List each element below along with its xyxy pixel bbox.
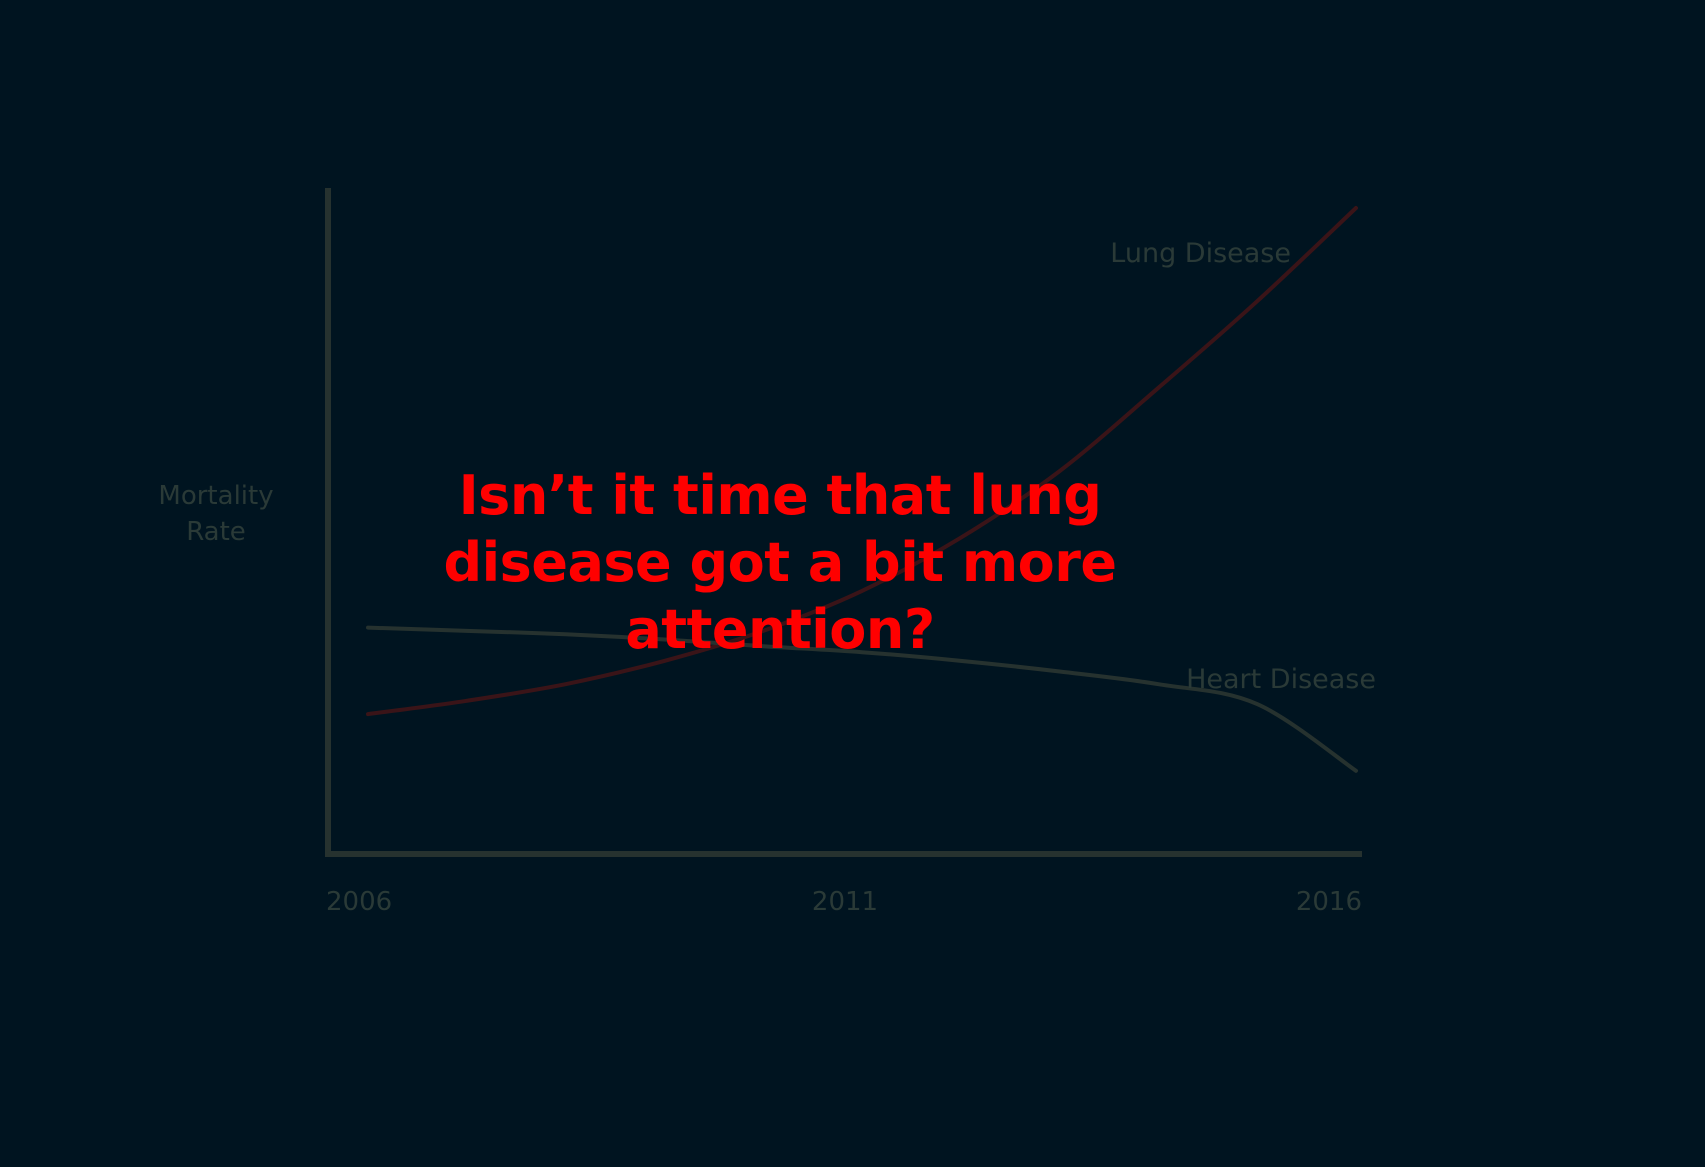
headline-question: Isn’t it time that lung disease got a bi… xyxy=(443,464,1117,661)
y-axis-label-line-1: Mortality xyxy=(158,481,273,511)
series-label-lung-disease: Lung Disease xyxy=(1110,238,1291,269)
x-tick-label-2016: 2016 xyxy=(1296,887,1362,917)
series-layer xyxy=(366,206,1358,773)
x-tick-label-2006: 2006 xyxy=(326,887,392,917)
y-axis-label-line-2: Rate xyxy=(186,517,246,547)
series-line-lung-disease xyxy=(366,206,1358,717)
x-tick-label-2011: 2011 xyxy=(812,887,878,917)
series-line-heart-disease xyxy=(366,625,1358,773)
series-label-heart-disease: Heart Disease xyxy=(1186,664,1376,695)
